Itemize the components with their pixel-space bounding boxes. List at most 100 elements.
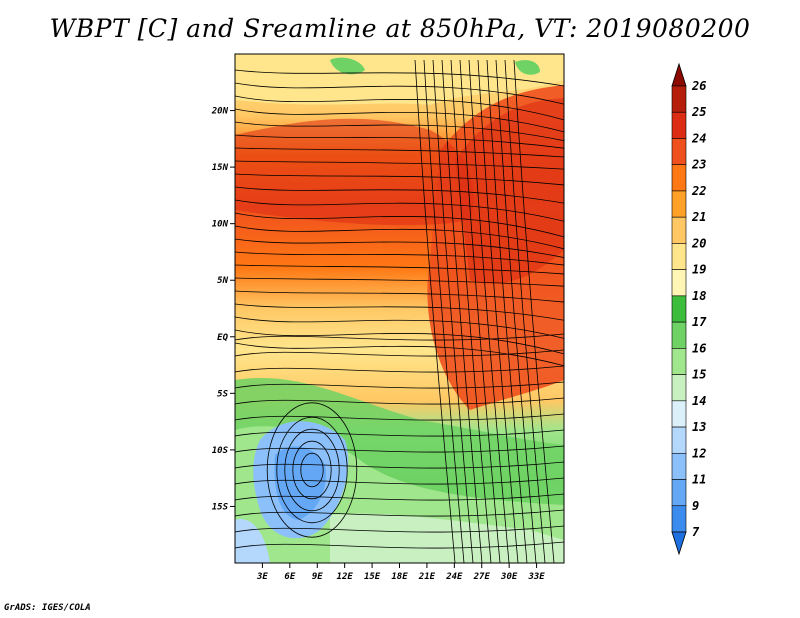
streamline [300,452,324,488]
streamline [235,541,564,549]
streamline [235,251,564,266]
colorbar-level-label: 12 [692,446,706,460]
lon-tick-label: 33E [527,572,545,582]
lon-tick-label: 21E [418,572,436,582]
colorbar-box [671,295,687,323]
temperature-field [235,54,564,563]
streamline [235,461,564,469]
lon-tick-label: 9E [312,572,323,582]
streamline [235,264,564,275]
streamline [235,173,564,186]
lon-tick-label: 3E [256,572,268,582]
colorbar-level-label: 11 [692,473,706,487]
colorbar: 7 9 11 12 13 14 15 16 17 18 19 20 21 22 23 24 25 26 [671,62,707,556]
colorbar-level-label: 15 [692,368,706,382]
streamline [235,147,564,158]
lon-tick-label: 30E [500,572,518,582]
streamline [235,381,564,389]
colorbar-box [671,505,687,533]
streamline [235,108,564,133]
streamline [235,199,564,222]
streamline [235,95,564,121]
streamline [235,69,564,87]
streamline [292,440,332,500]
streamline [235,290,564,303]
streamline [486,59,528,563]
streamline [235,429,564,437]
colorbar-level-label: 20 [691,236,706,250]
streamline [235,493,564,501]
colorbar-level-label: 9 [692,499,699,513]
colorbar-box [671,400,687,428]
colorbar-level-label: 24 [691,131,706,145]
streamline [235,186,564,204]
streamline [414,59,456,563]
lat-tick-label: 20N [211,107,229,117]
colorbar-box [671,321,687,349]
chart-title: WBPT [C] and Sreamline at 850hPa, VT: 20… [49,14,751,43]
colorbar-top-arrow [671,62,687,87]
lat-tick-label: 5N [217,276,228,286]
colorbar-box [671,111,687,139]
streamline [450,59,492,563]
latitude-axis: 20N 15N 10N 5N EQ 5S 10S 15S [211,107,235,512]
streamline [432,59,474,563]
colorbar-level-label: 18 [692,289,706,303]
lon-tick-label: 15E [364,572,381,582]
lat-tick-label: 15S [212,502,229,512]
streamline [235,303,564,321]
longitude-axis: 3E 6E 9E 12E 15E 18E 21E 24E 27E 30E 33E [256,563,545,582]
streamline [235,365,564,373]
streamline [235,225,564,250]
colorbar-level-label: 25 [691,105,706,119]
colorbar-box [671,190,687,218]
streamline [513,59,555,563]
lat-tick-label: EQ [217,333,228,343]
streamline [235,413,564,421]
colorbar-bottom-arrow [671,531,687,556]
streamline [235,525,564,533]
colorbar-level-label: 19 [692,263,706,277]
colorbar-level-label: 21 [691,210,706,224]
streamline [235,160,564,170]
streamline [423,59,465,563]
colorbar-box [671,426,687,454]
colorbar-box [671,479,687,507]
streamline [235,82,564,105]
streamline [495,59,537,563]
colorbar-box [671,269,687,297]
streamline [235,134,564,149]
colorbar-box [671,85,687,113]
streamline [235,316,564,339]
colorbar-level-label: 17 [692,315,707,329]
lon-tick-label: 6E [284,572,295,582]
lon-tick-label: 24E [445,572,463,582]
streamline [504,59,546,563]
colorbar-level-label: 26 [691,79,706,93]
lat-tick-label: 5S [217,389,228,399]
colorbar-level-label: 13 [692,420,706,434]
colorbar-level-label: 7 [692,525,700,539]
colorbar-box [671,216,687,244]
streamline [235,277,564,287]
colorbar-box [671,164,687,192]
colorbar-box [671,138,687,166]
lon-tick-label: 12E [337,572,354,582]
streamline [235,445,564,453]
streamline [276,416,348,524]
colorbar-box [671,452,687,480]
streamline [235,509,564,517]
streamline [266,402,358,538]
colorbar-box [671,243,687,270]
colorbar-level-label: 16 [692,341,706,355]
colorbar-box [671,374,687,402]
streamline [235,212,564,238]
streamline [235,333,564,341]
streamline [235,397,564,405]
streamline [235,329,564,355]
colorbar-level-label: 22 [691,184,706,198]
lat-tick-label: 15N [212,163,229,173]
streamline [284,428,340,512]
streamlines [235,59,564,563]
